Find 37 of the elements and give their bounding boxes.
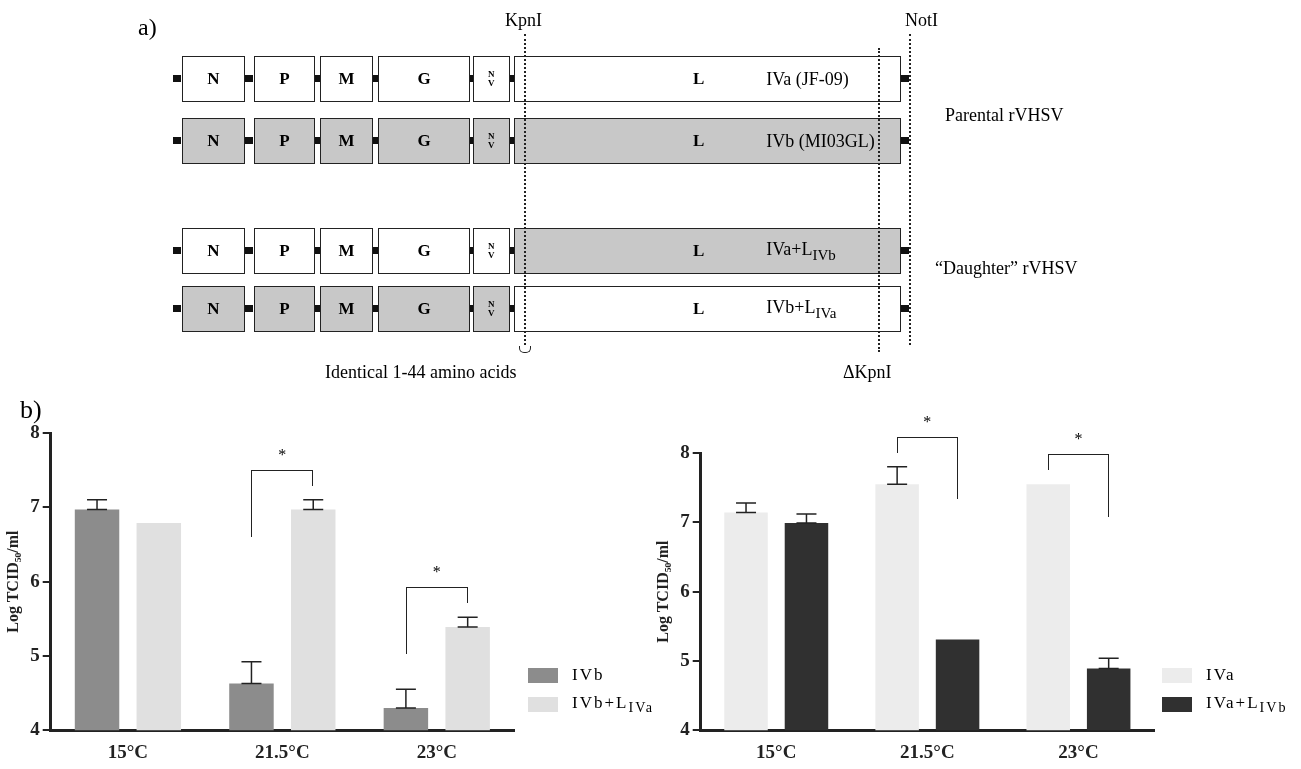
annotation: * bbox=[277, 445, 288, 464]
x-tick-label: 23°C bbox=[1058, 740, 1099, 762]
genome-map: N P M G NV L IVb (MI03GL) bbox=[170, 118, 910, 164]
legend-label: IVa bbox=[1206, 665, 1236, 685]
x-tick-label: 15°C bbox=[756, 740, 797, 762]
text: Identical 1-44 amino acids bbox=[325, 362, 517, 383]
text: Parental rVHSV bbox=[945, 105, 1064, 126]
text: NotI bbox=[905, 10, 938, 31]
text: * bbox=[922, 412, 933, 431]
y-axis-title: Log TCID₅₀/ml bbox=[653, 539, 672, 643]
text: * bbox=[1073, 430, 1084, 449]
y-tick-label: 6 bbox=[30, 569, 40, 591]
x-tick-label: 15°C bbox=[107, 740, 149, 762]
y-axis-title: Log TCID₅₀/ml bbox=[3, 529, 22, 633]
y-tick-label: 5 bbox=[680, 648, 690, 670]
text: KpnI bbox=[505, 10, 542, 31]
annotation: * bbox=[431, 563, 442, 582]
y-tick-label: 7 bbox=[30, 495, 41, 517]
text: “Daughter” rVHSV bbox=[935, 258, 1078, 279]
y-tick-label: 5 bbox=[30, 643, 40, 665]
y-tick-label: 4 bbox=[680, 718, 691, 740]
genome-map: N P M G NV L IVa+L$_{IVb}$ bbox=[170, 228, 910, 274]
x-tick-label: 21.5°C bbox=[255, 740, 310, 762]
text: ΔKpnI bbox=[843, 362, 892, 383]
chart-title: b) bbox=[20, 395, 42, 425]
genome-map: N P M G NV L IVa (JF-09) bbox=[170, 56, 910, 102]
legend-label: IVb bbox=[572, 665, 605, 685]
x-tick-label: 21.5°C bbox=[900, 740, 955, 762]
y-tick-label: 4 bbox=[30, 718, 41, 740]
text: a) bbox=[138, 14, 157, 41]
x-tick-label: 23°C bbox=[416, 740, 457, 762]
y-tick-label: 8 bbox=[680, 440, 690, 462]
y-tick-label: 6 bbox=[680, 579, 690, 601]
legend-label: IVa+L$_{IVb}$ bbox=[1206, 693, 1288, 717]
legend-label: IVb+L$_{IVa}$ bbox=[572, 693, 655, 717]
genome-map: N P M G NV L IVb+L$_{IVa}$ bbox=[170, 286, 910, 332]
y-tick-label: 7 bbox=[680, 510, 691, 532]
